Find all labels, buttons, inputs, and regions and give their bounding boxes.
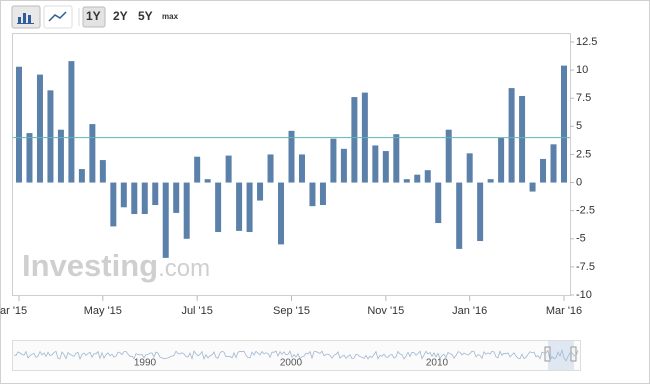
navigator-series — [13, 348, 579, 362]
x-tick-label: Jul '15 — [181, 305, 212, 317]
bar — [403, 179, 410, 183]
x-tick-label: Nov '15 — [367, 305, 404, 317]
bar — [330, 138, 337, 183]
x-tick-label: May '15 — [84, 305, 122, 317]
watermark: Investing.com — [22, 248, 210, 283]
bar — [57, 129, 64, 183]
bar — [131, 182, 138, 215]
y-tick-label: 12.5 — [576, 36, 597, 48]
bar — [550, 144, 557, 183]
bar — [215, 182, 222, 233]
bar — [225, 155, 232, 183]
bar — [445, 129, 452, 183]
bar — [298, 154, 305, 183]
bar — [540, 158, 547, 183]
plot-frame — [12, 33, 571, 296]
range-selected[interactable] — [82, 6, 106, 28]
bar — [194, 156, 201, 183]
bar — [393, 134, 400, 183]
y-tick-label: 0 — [576, 176, 582, 188]
bar — [435, 182, 442, 224]
bar-icon — [17, 13, 34, 24]
bar — [561, 65, 567, 183]
bar — [16, 66, 22, 183]
bar — [89, 124, 96, 183]
bar — [257, 182, 264, 201]
bar — [78, 169, 85, 183]
x-tick-label: Mar '16 — [546, 305, 582, 317]
x-tick-label: Sep '15 — [273, 305, 310, 317]
watermark-brand: Investing — [22, 248, 158, 283]
y-tick-label: -5 — [576, 233, 586, 245]
bar — [183, 182, 190, 239]
bar — [26, 133, 33, 183]
bar — [414, 174, 421, 183]
bar — [162, 182, 169, 258]
y-tick-label: 10 — [576, 64, 588, 76]
y-tick-label: 2.5 — [576, 148, 591, 160]
bar — [340, 148, 347, 183]
bar — [477, 182, 484, 242]
y-tick-label: -2.5 — [576, 205, 595, 217]
bar — [99, 160, 106, 183]
bar — [204, 179, 211, 183]
navigator-handle[interactable] — [544, 346, 551, 362]
bar — [424, 170, 431, 183]
bar — [68, 61, 75, 183]
bar — [382, 151, 389, 183]
navigator-window[interactable] — [548, 341, 574, 370]
bar — [288, 130, 295, 183]
bar — [36, 74, 43, 183]
navigator-label: 1990 — [134, 358, 157, 369]
bar — [173, 182, 180, 213]
range-button[interactable]: 2Y — [113, 9, 128, 23]
bar — [110, 182, 117, 227]
y-tick-label: -10 — [576, 289, 592, 301]
bar — [278, 182, 285, 245]
navigator-handle[interactable] — [570, 346, 577, 362]
navigator-label: 2010 — [426, 358, 449, 369]
bar — [529, 182, 536, 192]
y-tick-label: -7.5 — [576, 261, 595, 273]
bar — [309, 182, 316, 207]
line-icon — [48, 11, 67, 22]
watermark-suffix: .com — [158, 255, 210, 282]
bar — [152, 182, 159, 206]
bar — [267, 154, 274, 183]
bar — [246, 182, 253, 233]
navigator-label: 2000 — [280, 358, 303, 369]
bar — [487, 179, 494, 183]
y-tick-label: 5 — [576, 120, 582, 132]
bar — [372, 145, 379, 183]
bar — [141, 182, 148, 215]
bar — [519, 95, 526, 183]
range-button[interactable]: 5Y — [138, 9, 153, 23]
bar — [319, 182, 326, 206]
range-button[interactable]: 1Y — [86, 9, 101, 23]
x-tick-label: Jan '16 — [452, 305, 487, 317]
bar — [508, 88, 515, 183]
bar — [120, 182, 127, 208]
bar — [47, 90, 54, 183]
bar — [498, 137, 505, 183]
range-button[interactable]: max — [162, 12, 179, 21]
bar — [456, 182, 463, 249]
x-tick-label: Mar '15 — [0, 305, 27, 317]
bar — [236, 182, 243, 231]
bar — [351, 97, 358, 183]
y-tick-label: 7.5 — [576, 92, 591, 104]
bar — [466, 153, 473, 183]
